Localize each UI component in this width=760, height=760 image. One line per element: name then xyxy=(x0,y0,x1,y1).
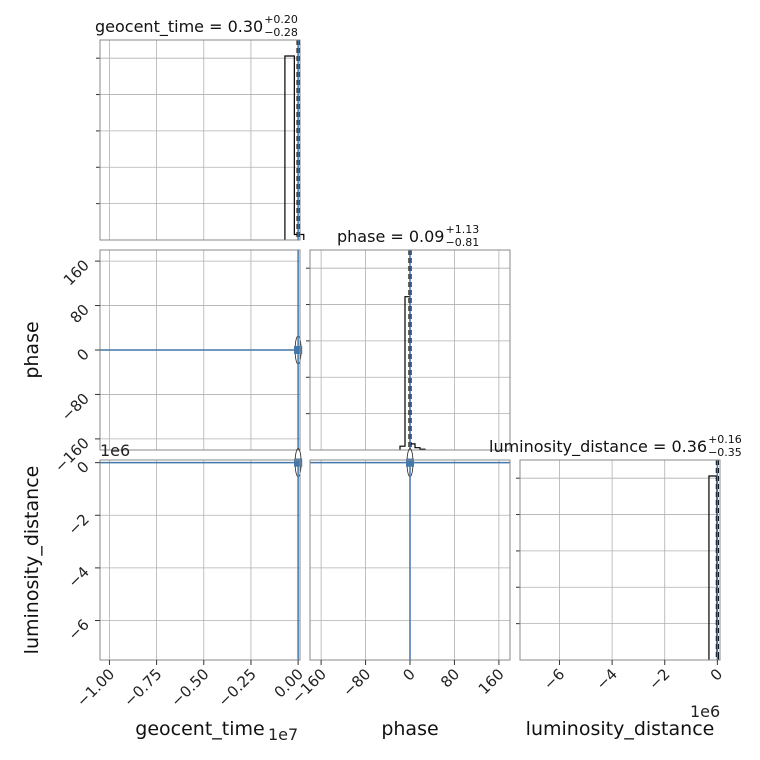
y-tick-label-luminosity_distance: 0 xyxy=(73,458,92,477)
x-tick-label-geocent_time: −0.50 xyxy=(167,665,212,710)
offset-label-luminosity_distance-y: 1e6 xyxy=(100,441,130,460)
histogram-phase xyxy=(399,296,426,450)
truth-marker xyxy=(406,458,414,467)
panel-hist-luminosity_distance xyxy=(516,459,721,661)
panel-hist-phase xyxy=(306,249,511,451)
title-minus: −0.35 xyxy=(708,446,742,459)
x-axis-label-luminosity_distance: luminosity_distance xyxy=(526,718,715,740)
labels-layer: −1.00 −0.75 −0.50 −0.25 0.00−160 −80 0 80 160 −6−… xyxy=(21,256,726,744)
x-tick-label-luminosity_distance: −4 xyxy=(593,665,621,693)
x-axis-label-phase: phase xyxy=(381,718,438,740)
title-minus: −0.81 xyxy=(445,236,479,249)
panel-2d-geocent_time-phase xyxy=(99,249,303,451)
x-tick-label-luminosity_distance: 0 xyxy=(707,665,726,684)
truth-marker xyxy=(294,346,303,354)
x-tick-label-luminosity_distance: −2 xyxy=(645,665,673,693)
title-main: luminosity_distance = 0.36 xyxy=(489,437,707,457)
x-tick-label-phase: 80 xyxy=(437,665,463,691)
x-tick-label-phase: 0 xyxy=(399,665,418,684)
title-main: phase = 0.09 xyxy=(337,227,444,246)
title-main: geocent_time = 0.30 xyxy=(95,17,263,37)
y-axis-label-luminosity_distance: luminosity_distance xyxy=(21,466,43,655)
y-tick-label-luminosity_distance: −2 xyxy=(64,510,92,538)
y-tick-label-luminosity_distance: −4 xyxy=(64,563,92,591)
x-tick-label-geocent_time: −1.00 xyxy=(73,665,118,710)
panel-2d-phase-luminosity_distance xyxy=(309,448,511,661)
x-tick-label-phase: 160 xyxy=(475,665,508,698)
panel-frame xyxy=(99,459,301,661)
y-tick-label-phase: 160 xyxy=(60,256,93,289)
title-geocent_time: geocent_time = 0.30 +0.20−0.28 xyxy=(95,13,298,39)
titles-layer: geocent_time = 0.30 +0.20−0.28 phase = 0.0… xyxy=(95,13,742,459)
panel-hist-geocent_time xyxy=(96,39,305,241)
x-tick-label-luminosity_distance: −6 xyxy=(540,665,568,693)
offset-label-luminosity_distance-x: 1e6 xyxy=(690,702,720,721)
panels-layer xyxy=(96,39,721,661)
y-tick-label-phase: 0 xyxy=(73,345,92,364)
title-minus: −0.28 xyxy=(264,26,298,39)
panel-frame xyxy=(99,39,301,241)
x-tick-label-geocent_time: −0.25 xyxy=(215,665,260,710)
x-tick-label-geocent_time: −0.75 xyxy=(120,665,165,710)
y-tick-label-phase: 80 xyxy=(67,301,93,327)
y-tick-label-phase: −80 xyxy=(58,390,93,425)
y-axis-label-phase: phase xyxy=(21,321,43,378)
offset-label-geocent_time: 1e7 xyxy=(268,725,298,744)
x-tick-label-phase: −80 xyxy=(339,665,374,700)
y-tick-label-luminosity_distance: −6 xyxy=(64,616,92,644)
truth-marker xyxy=(294,458,303,467)
panel-frame xyxy=(519,459,721,661)
x-axis-label-geocent_time: geocent_time xyxy=(135,718,264,740)
histogram-geocent_time xyxy=(284,55,305,240)
title-luminosity_distance: luminosity_distance = 0.36 +0.16−0.35 xyxy=(489,433,742,459)
title-plus: +0.16 xyxy=(708,433,742,446)
title-plus: +1.13 xyxy=(445,223,479,236)
panel-frame xyxy=(309,249,511,451)
panel-2d-geocent_time-luminosity_distance xyxy=(99,448,303,661)
title-phase: phase = 0.09 +1.13−0.81 xyxy=(337,223,479,249)
title-plus: +0.20 xyxy=(264,13,298,26)
